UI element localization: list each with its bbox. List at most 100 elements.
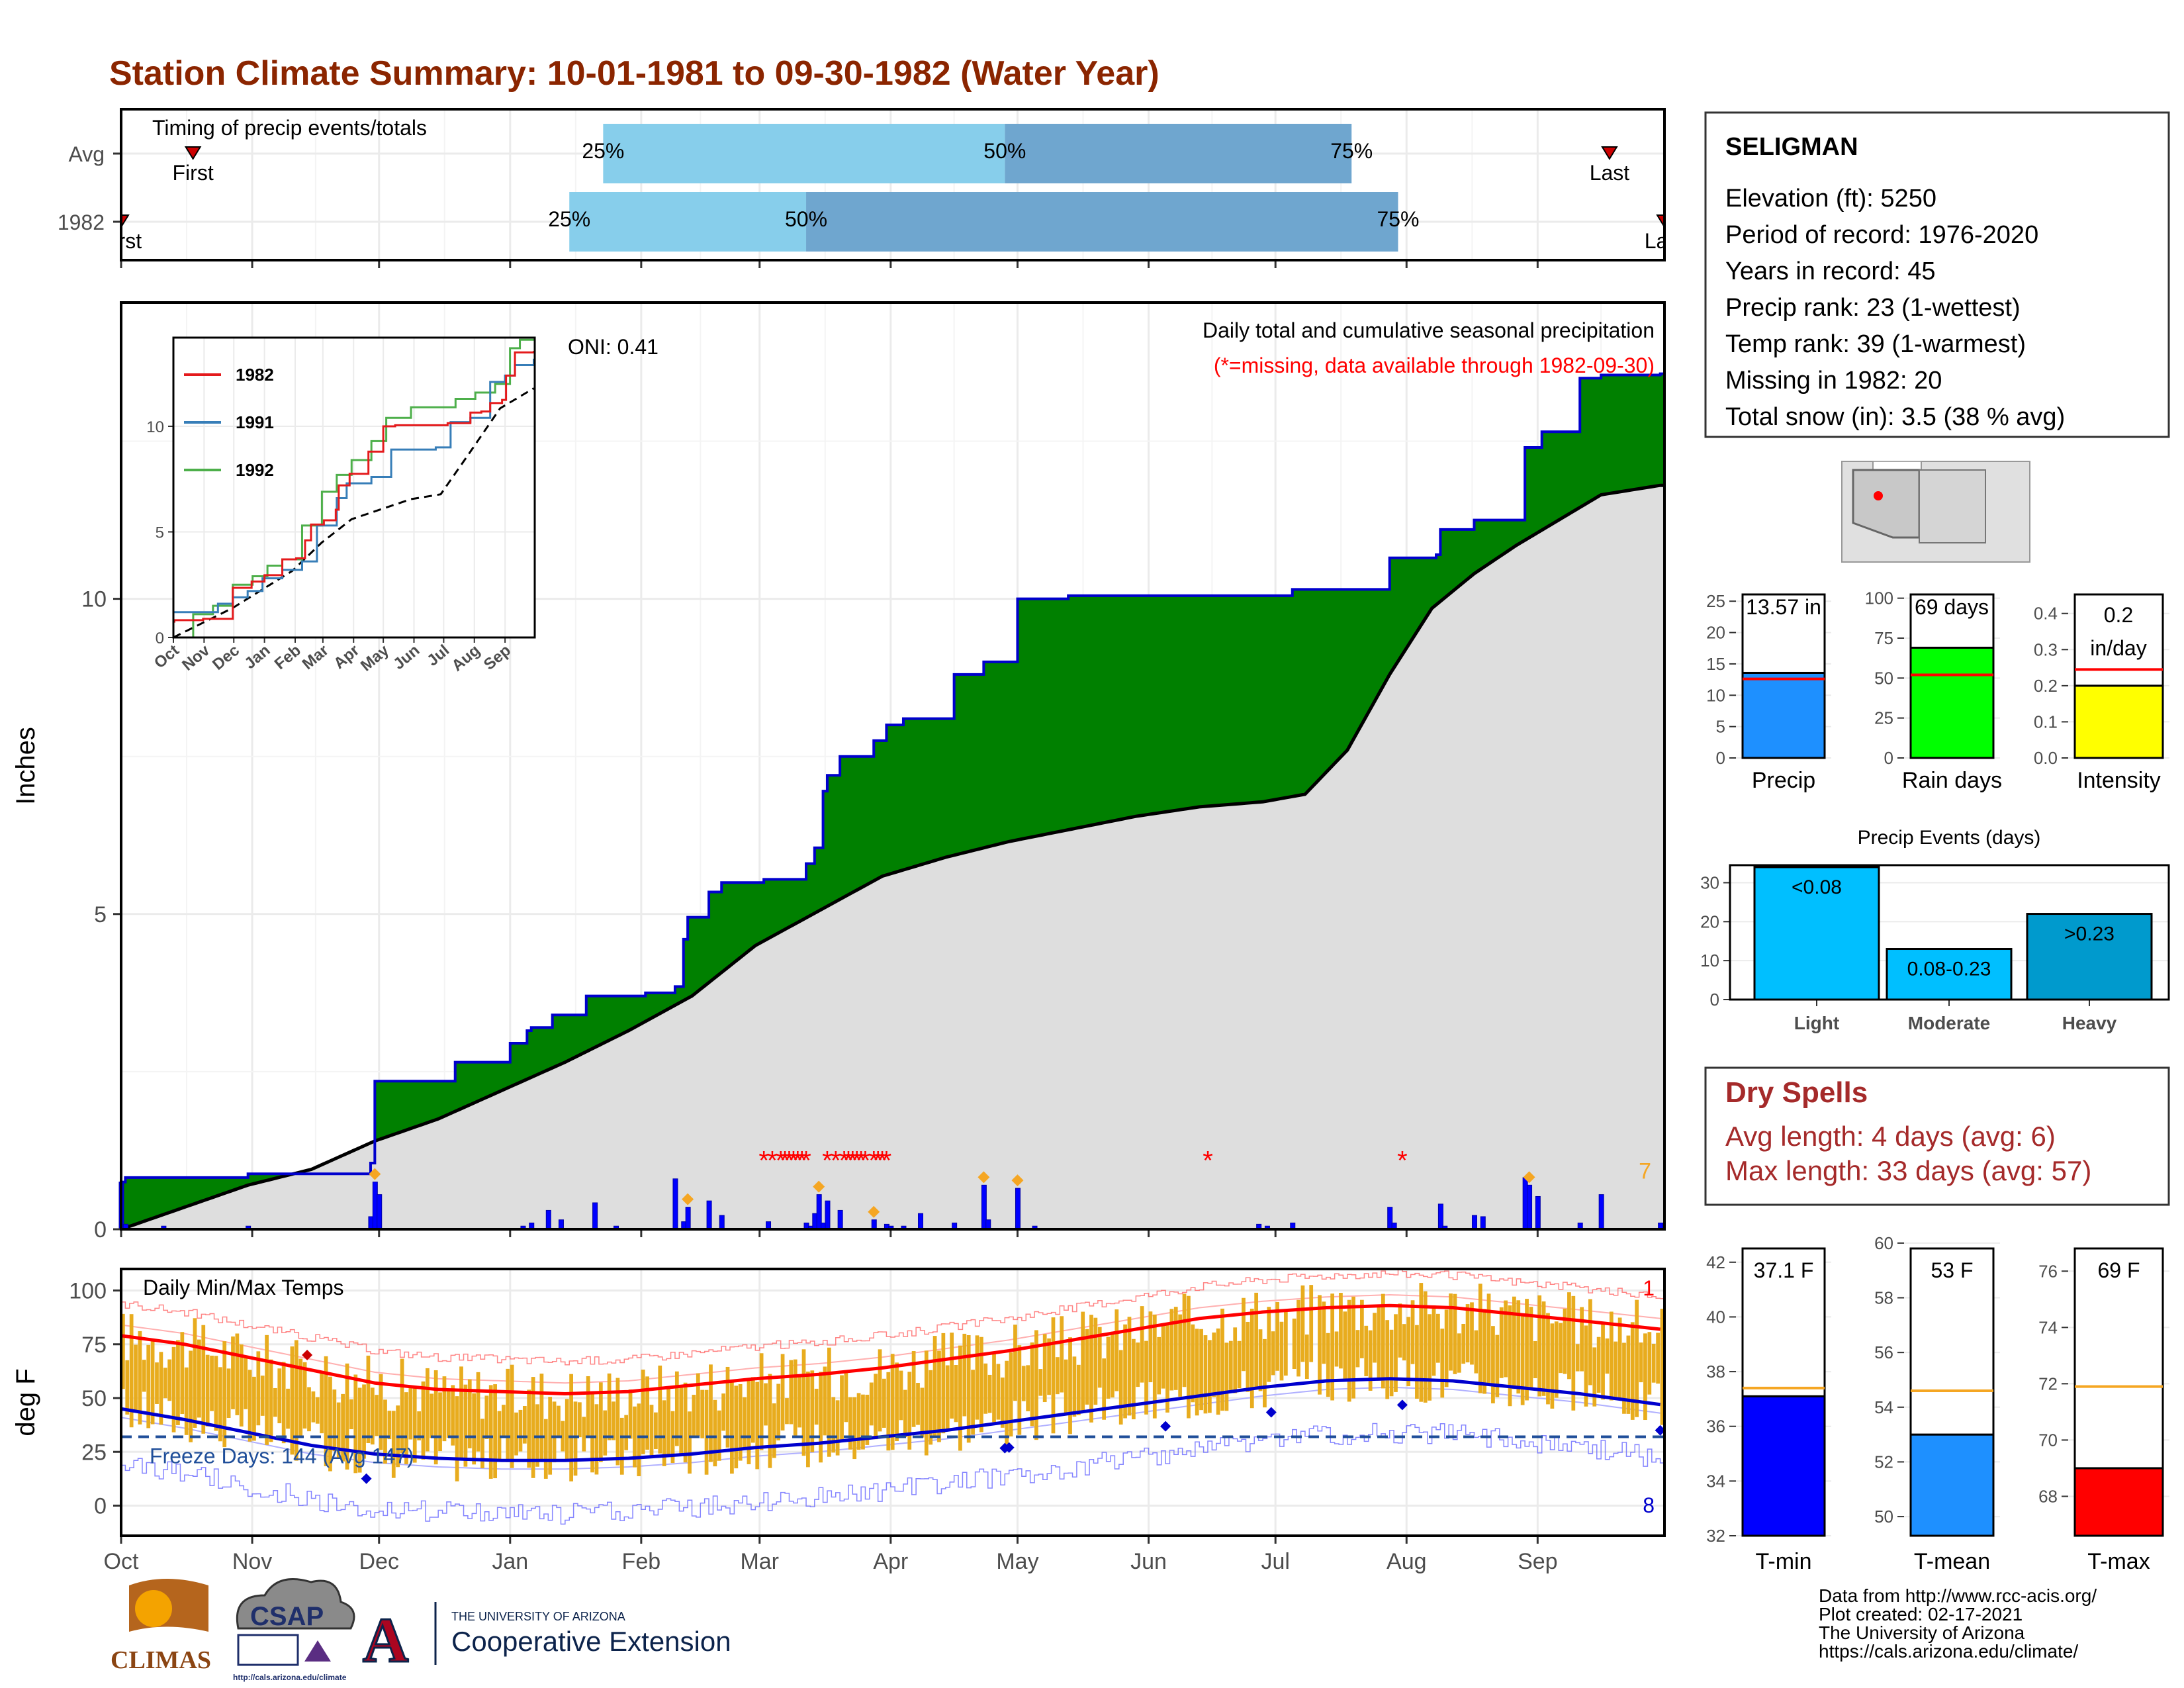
daily-precip-bar: [719, 1215, 725, 1230]
daily-temp-range-bar: [759, 1353, 764, 1450]
precip-anomaly-fill: [197, 1177, 202, 1203]
tbars-y-tick-label: 40: [1706, 1307, 1725, 1327]
daily-temp-range-bar: [197, 1339, 201, 1418]
daily-temp-range-bar: [1161, 1324, 1165, 1389]
daily-temp-range-bar: [1144, 1340, 1148, 1415]
totals-y-tick-label: 0: [1716, 748, 1725, 768]
tbar-T-min: [1741, 1395, 1826, 1537]
daily-temp-range-bar: [1089, 1315, 1093, 1423]
precip-anomaly-fill: [975, 674, 980, 850]
daily-temp-range-bar: [1055, 1357, 1060, 1395]
precip-anomaly-fill: [1199, 595, 1205, 807]
daily-temp-range-bar: [1000, 1377, 1005, 1428]
precip-anomaly-fill: [269, 1174, 274, 1180]
precip-anomaly-fill: [573, 1015, 578, 1058]
daily-temp-range-bar: [713, 1399, 717, 1467]
precip-anomaly-fill: [983, 661, 989, 848]
totals-y-tick-label: 25: [1874, 708, 1893, 728]
precip-anomaly-fill: [383, 1081, 388, 1139]
daily-temp-range-bar: [421, 1381, 426, 1460]
missing-day-marker: *: [784, 1147, 795, 1176]
daily-temp-range-bar: [493, 1384, 497, 1479]
daily-precip-bar: [1471, 1215, 1477, 1230]
precip-anomaly-fill: [235, 1177, 240, 1190]
precip-anomaly-fill: [497, 1062, 502, 1093]
daily-temp-range-bar: [1334, 1331, 1339, 1367]
daily-temp-range-bar: [286, 1388, 290, 1429]
daily-temp-range-bar: [1605, 1338, 1610, 1374]
precip-anomaly-fill: [531, 1027, 536, 1078]
daily-temp-range-bar: [345, 1363, 349, 1470]
precip-anomaly-fill: [743, 882, 748, 956]
daily-temp-range-bar: [1656, 1333, 1660, 1384]
precip-anomaly-fill: [510, 1043, 515, 1087]
daily-temp-range-bar: [527, 1389, 531, 1468]
precip-anomaly-fill: [1402, 557, 1407, 655]
missing-day-marker: *: [1397, 1147, 1408, 1176]
precip-anomaly-fill: [666, 992, 672, 1010]
daily-temp-range-bar: [256, 1351, 261, 1426]
daily-temp-range-bar: [578, 1402, 582, 1438]
precip-anomaly-fill: [819, 847, 824, 912]
precip-anomaly-fill: [1136, 595, 1141, 817]
precip-anomaly-fill: [590, 996, 596, 1050]
temp-y-tick-label: 0: [94, 1494, 107, 1519]
precip-anomaly-fill: [1406, 557, 1412, 648]
daily-temp-range-bar: [1385, 1320, 1390, 1399]
daily-temp-range-bar: [273, 1387, 277, 1417]
daily-temp-range-bar: [239, 1344, 244, 1427]
daily-temp-range-bar: [404, 1392, 408, 1464]
daily-temp-range-bar: [1596, 1336, 1601, 1393]
totals-category-label: Intensity: [2077, 768, 2161, 793]
timing-first-label: First: [101, 229, 142, 253]
missing-day-marker: *: [860, 1147, 871, 1176]
daily-temp-range-bar: [387, 1411, 392, 1440]
precip-anomaly-fill: [256, 1174, 261, 1184]
daily-temp-range-bar: [890, 1354, 895, 1450]
tbar-top-box: [1741, 1247, 1826, 1397]
daily-temp-range-bar: [1030, 1342, 1034, 1427]
precip-anomaly-fill: [1432, 557, 1437, 608]
daily-temp-range-bar: [1419, 1283, 1424, 1402]
precip-anomaly-fill: [899, 725, 904, 872]
precip-anomaly-fill: [645, 992, 651, 1022]
daily-temp-range-bar: [1453, 1293, 1457, 1374]
daily-temp-range-bar: [320, 1372, 324, 1434]
month-tick-label: Feb: [622, 1549, 661, 1574]
daily-temp-range-bar: [658, 1365, 662, 1454]
precip-anomaly-fill: [1173, 595, 1179, 811]
precip-anomaly-fill: [768, 879, 773, 939]
precip-anomaly-fill: [1541, 432, 1547, 530]
precip-anomaly-fill: [1588, 378, 1593, 502]
daily-temp-range-bar: [1165, 1323, 1169, 1413]
daily-temp-range-bar: [565, 1399, 569, 1461]
daily-temp-range-bar: [1541, 1301, 1546, 1396]
precip-anomaly-fill: [1191, 595, 1196, 808]
daily-temp-range-bar: [721, 1393, 725, 1431]
daily-temp-range-bar: [167, 1359, 172, 1401]
station-name: SELIGMAN: [1725, 133, 1858, 161]
events-y-tick-label: 30: [1700, 872, 1719, 892]
month-tick-label: Nov: [232, 1549, 272, 1574]
precip-y-tick-label: 10: [81, 587, 107, 612]
daily-temp-range-bar: [1224, 1342, 1229, 1411]
daily-precip-bar: [685, 1207, 691, 1230]
totals-y-tick-label: 0.3: [2034, 639, 2058, 659]
precip-anomaly-fill: [725, 882, 731, 969]
inset-border: [172, 336, 536, 639]
daily-temp-range-bar: [248, 1370, 252, 1442]
precip-anomaly-fill: [1009, 661, 1014, 842]
temp-header: Daily Min/Max Temps: [143, 1276, 343, 1299]
daily-temp-range-bar: [598, 1382, 603, 1462]
footer-line: The University of Arizona: [1819, 1622, 2025, 1643]
dry-spells-title: Dry Spells: [1725, 1076, 1868, 1109]
daily-temp-range-bar: [1563, 1308, 1567, 1374]
precip-anomaly-fill: [1482, 520, 1488, 568]
timing-panel: 25% 50% 75% First Last Avg 25% 50% 75% First Last 1…: [58, 108, 1666, 268]
daily-temp-range-bar: [924, 1350, 929, 1456]
precip-anomaly-fill: [633, 996, 638, 1029]
station-info-line: Total snow (in): 3.5 (38 % avg): [1725, 403, 2065, 431]
precip-anomaly-fill: [379, 1081, 384, 1140]
precip-anomaly-fill: [624, 996, 629, 1033]
daily-temp-range-bar: [641, 1370, 645, 1454]
